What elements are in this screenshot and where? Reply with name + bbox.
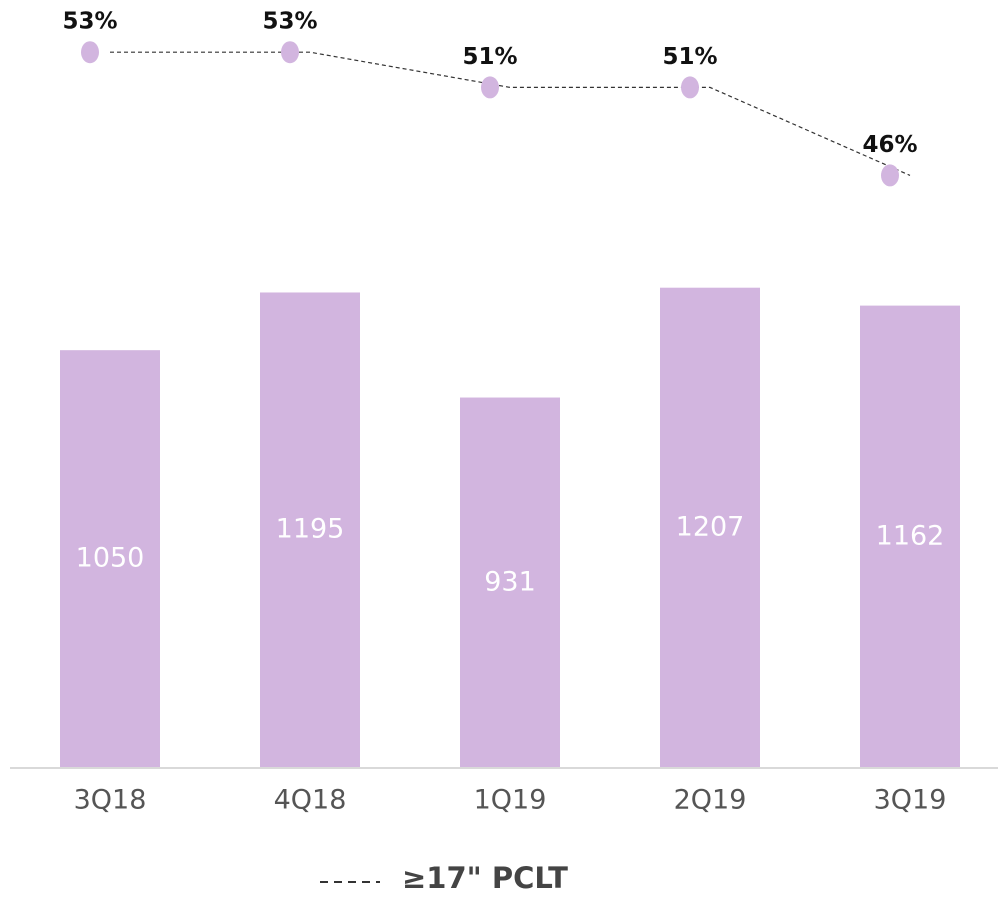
bar-value-label: 1050 — [76, 543, 145, 574]
line-value-label: 53% — [262, 9, 317, 35]
bar — [460, 397, 560, 768]
line-point — [681, 76, 699, 99]
bar — [60, 350, 160, 768]
bar-value-label: 1195 — [276, 514, 345, 545]
bar-value-label: 1207 — [676, 511, 745, 542]
bar-value-label: 931 — [484, 566, 536, 597]
line-point — [481, 76, 499, 99]
line-value-label: 46% — [862, 132, 917, 158]
line-point — [881, 164, 899, 187]
bar — [260, 292, 360, 768]
x-tick-label: 1Q19 — [474, 785, 547, 816]
line-value-label: 51% — [662, 44, 717, 70]
x-tick-label: 3Q18 — [74, 785, 147, 816]
line — [110, 51, 911, 176]
line-point — [281, 41, 299, 64]
legend-label: ≥17" PCLT — [402, 861, 568, 895]
line-value-label: 51% — [462, 44, 517, 70]
x-tick-label: 2Q19 — [674, 785, 747, 816]
bar-value-label: 1162 — [876, 520, 945, 551]
bar — [660, 287, 760, 768]
line-value-label: 53% — [62, 9, 117, 35]
line-point — [81, 41, 99, 64]
x-tick-label: 4Q18 — [274, 785, 347, 816]
bar — [860, 305, 960, 768]
x-tick-label: 3Q19 — [874, 785, 947, 816]
